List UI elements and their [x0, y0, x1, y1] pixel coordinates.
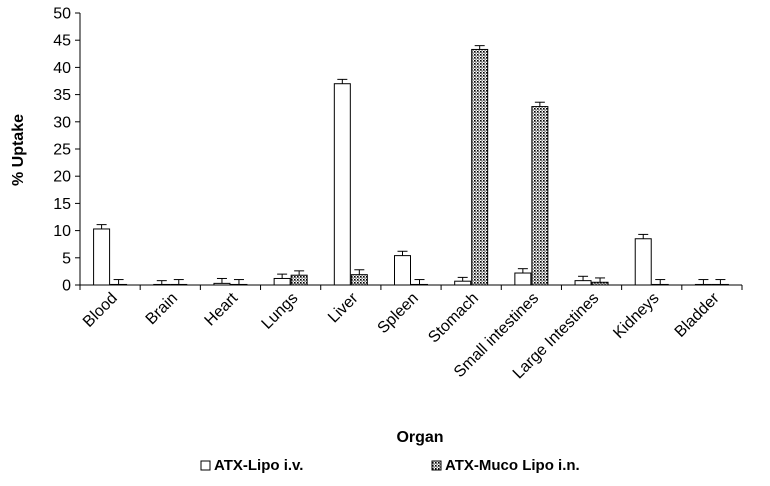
x-tick-label-Heart: Heart: [202, 289, 242, 329]
error-bars-layer: [96, 45, 726, 285]
x-tick-label-Blood: Blood: [80, 290, 121, 331]
y-ticks-layer: 0 5 10 15 20 25 30 35 40 45 50: [53, 6, 80, 295]
bar-Liver-series-1: [350, 274, 368, 286]
y-tick-label-10: 10: [53, 223, 71, 240]
legend-label-ATX-Lipo-iv: ATX-Lipo i.v.: [214, 457, 303, 474]
x-tick-label-Kidneys: Kidneys: [610, 290, 662, 342]
bar-Small-intestines-series-0: [514, 272, 532, 286]
bar-Liver-series-0: [333, 83, 351, 286]
bar-Lungs-series-0: [273, 277, 291, 286]
x-tick-label-Brain: Brain: [143, 290, 181, 328]
legend-swatch-ATX-Muco-Lipo-in: [431, 460, 442, 471]
y-tick-label-50: 50: [53, 6, 71, 23]
x-tick-label-Stomach: Stomach: [425, 290, 482, 347]
bar-Kidneys-series-0: [634, 238, 652, 286]
legend-swatch-ATX-Lipo-iv: [200, 460, 211, 471]
y-tick-label-5: 5: [62, 250, 71, 267]
bar-Small-intestines-series-1: [531, 106, 549, 286]
legend: ATX-Lipo i.v. ATX-Muco Lipo i.n.: [200, 457, 580, 474]
y-tick-label-25: 25: [53, 142, 71, 159]
x-tick-label-Bladder: Bladder: [672, 289, 723, 340]
y-tick-label-20: 20: [53, 169, 71, 186]
x-tick-label-Spleen: Spleen: [375, 290, 422, 337]
bar-Stomach-series-1: [471, 48, 489, 286]
bar-Stomach-series-0: [454, 280, 472, 286]
bars-layer: [93, 48, 729, 286]
y-tick-label-45: 45: [53, 33, 71, 50]
x-tick-label-Liver: Liver: [325, 289, 362, 326]
y-axis-title: % Uptake: [10, 114, 27, 186]
bar-Large-Intestines-series-0: [574, 280, 592, 286]
y-tick-label-15: 15: [53, 196, 71, 213]
bar-Blood-series-0: [93, 228, 111, 286]
x-axis-title: Organ: [396, 429, 443, 446]
y-tick-label-35: 35: [53, 87, 71, 104]
y-tick-label-40: 40: [53, 60, 71, 77]
y-tick-label-0: 0: [62, 278, 71, 295]
legend-label-ATX-Muco-Lipo-in: ATX-Muco Lipo i.n.: [445, 457, 580, 474]
x-tick-label-Lungs: Lungs: [259, 290, 302, 333]
x-ticks-layer: Blood Brain Heart Lungs Liver Spleen StomachSm…: [79, 285, 743, 382]
bar-Lungs-series-1: [290, 274, 308, 286]
y-tick-label-30: 30: [53, 114, 71, 131]
bar-Spleen-series-0: [394, 255, 411, 286]
